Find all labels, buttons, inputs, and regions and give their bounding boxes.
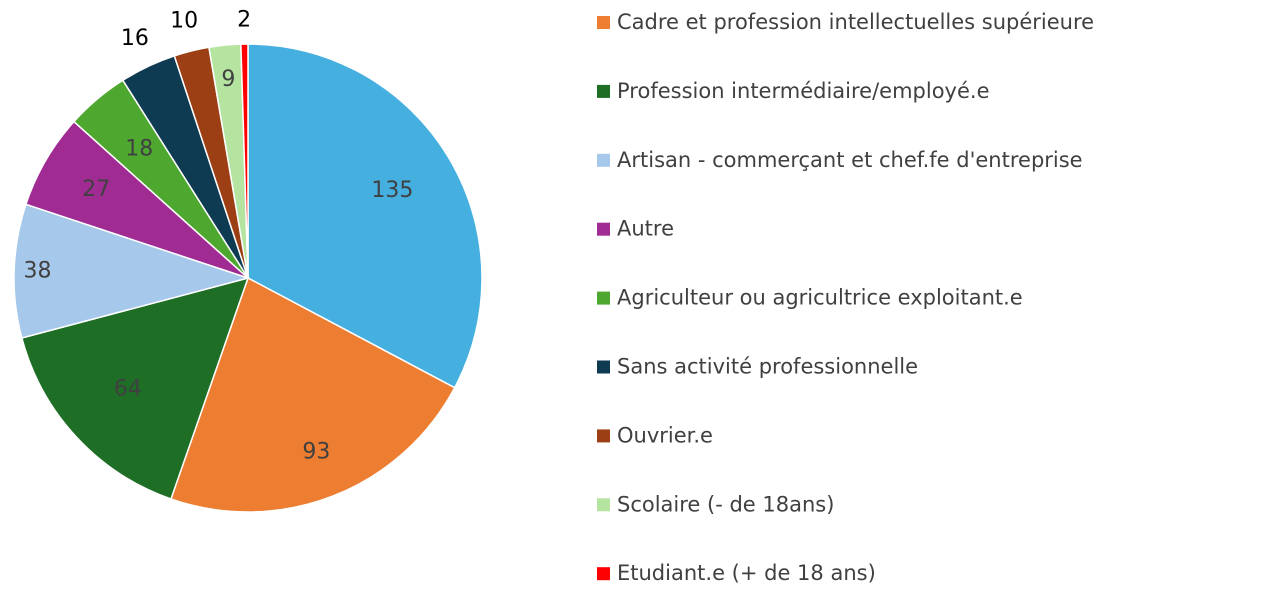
legend-label: Cadre et profession intellectuelles supé…	[617, 10, 1094, 34]
data-label: 18	[125, 136, 153, 161]
data-label: 16	[121, 26, 149, 51]
legend-swatch	[597, 153, 610, 167]
legend-label: Scolaire (- de 18ans)	[617, 492, 834, 516]
data-label: 135	[371, 178, 413, 203]
pie-slice	[240, 43, 249, 279]
legend-swatch	[597, 498, 610, 512]
pie-slice	[169, 276, 456, 513]
pie-slice	[20, 276, 250, 500]
data-label: 38	[23, 259, 51, 284]
pie-slice	[247, 43, 483, 389]
legend-label: Agriculteur ou agricultrice exploitant.e	[617, 286, 1023, 310]
legend-swatch	[597, 360, 610, 374]
data-label: 9	[221, 67, 235, 92]
legend-label: Sans activité professionnelle	[617, 355, 918, 379]
legend-label: Autre	[617, 217, 674, 241]
pie-slice	[13, 203, 251, 339]
legend-swatch	[597, 567, 610, 581]
data-label: 10	[170, 8, 198, 33]
legend-label: Etudiant.e (+ de 18 ans)	[617, 561, 876, 585]
legend-swatch	[597, 429, 610, 443]
legend-swatch	[597, 291, 610, 305]
legend-label: Profession intermédiaire/employé.e	[617, 79, 989, 103]
data-label: 64	[114, 376, 142, 401]
data-label: 93	[302, 439, 330, 464]
legend-label: Artisan - commerçant et chef.fe d'entrep…	[617, 148, 1083, 172]
legend-swatch	[597, 84, 610, 98]
data-label: 2	[237, 8, 251, 33]
legend-label: Ouvrier.e	[617, 423, 713, 447]
data-label: 27	[82, 177, 110, 202]
legend-swatch	[597, 16, 610, 29]
legend-swatch	[597, 222, 610, 236]
